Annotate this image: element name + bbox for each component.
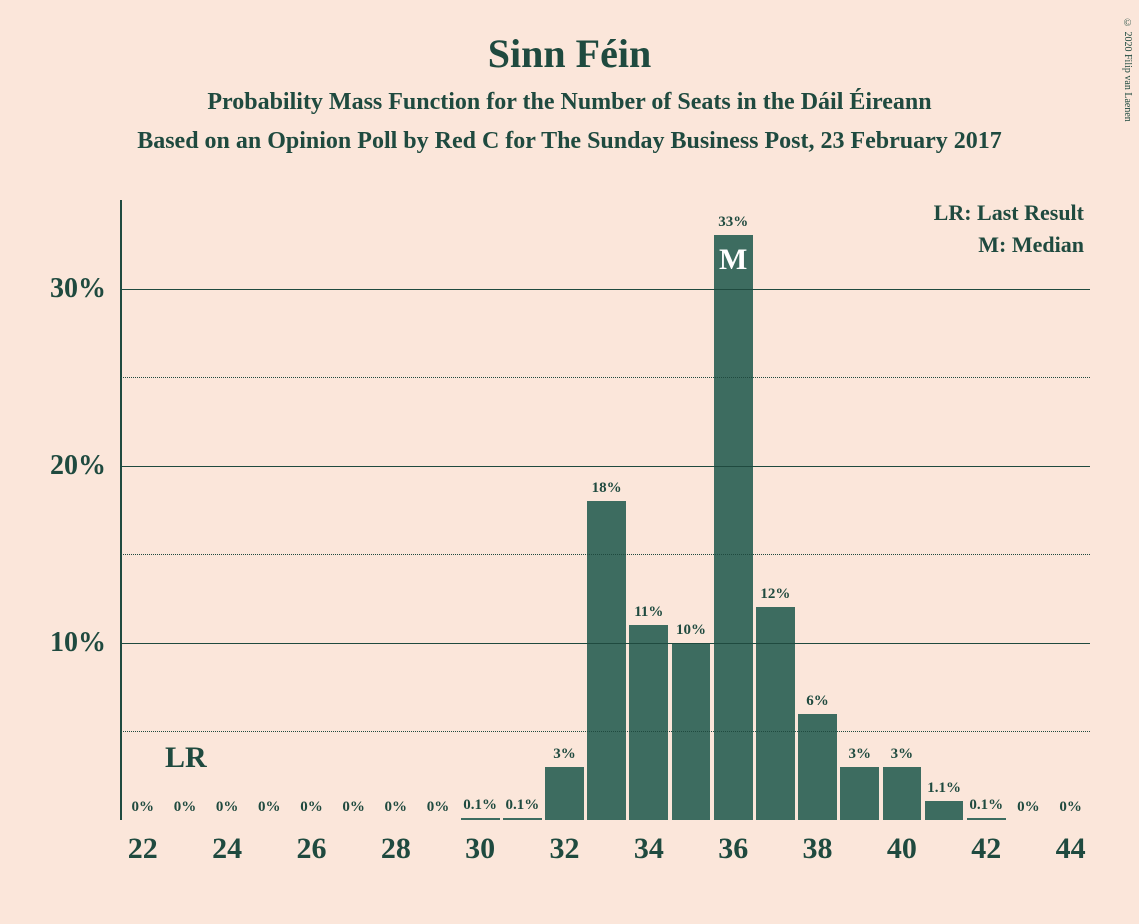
bar-value-label: 0% [1059, 799, 1082, 820]
y-tick-label: 30% [50, 273, 120, 305]
plot-area: 0%0%0%0%0%0%0%0%0.1%0.1%3%18%11%10%33%M1… [120, 200, 1090, 820]
x-tick-label: 42 [971, 820, 1001, 866]
bar: 6% [798, 714, 837, 820]
bar-value-label: 0% [427, 799, 450, 820]
x-tick-label: 32 [550, 820, 580, 866]
x-tick-label: 40 [887, 820, 917, 866]
gridline [120, 466, 1090, 468]
median-marker: M [719, 243, 747, 277]
bar-value-label: 12% [760, 586, 790, 607]
x-tick-label: 26 [296, 820, 326, 866]
bar-value-label: 1.1% [927, 780, 961, 801]
bar-value-label: 18% [592, 480, 622, 501]
bar-value-label: 0% [174, 799, 197, 820]
x-tick-label: 34 [634, 820, 664, 866]
bar: 12% [756, 607, 795, 820]
bar: 18% [587, 501, 626, 820]
gridline [120, 289, 1090, 291]
chart-title: Sinn Féin [40, 30, 1099, 77]
x-tick-label: 22 [128, 820, 158, 866]
bar-value-label: 0% [385, 799, 408, 820]
bar-value-label: 3% [891, 746, 914, 767]
bar-value-label: 6% [806, 693, 829, 714]
x-tick-label: 38 [803, 820, 833, 866]
bar-value-label: 0% [132, 799, 155, 820]
gridline-minor [120, 731, 1090, 732]
bar-value-label: 0% [216, 799, 239, 820]
bar-value-label: 3% [553, 746, 576, 767]
bar: 3% [545, 767, 584, 820]
gridline-minor [120, 377, 1090, 378]
bars-container: 0%0%0%0%0%0%0%0%0.1%0.1%3%18%11%10%33%M1… [120, 200, 1090, 820]
last-result-marker: LR [165, 741, 207, 775]
x-tick-label: 30 [465, 820, 495, 866]
bar-value-label: 33% [718, 214, 748, 235]
bar-value-label: 3% [848, 746, 871, 767]
chart-container: Sinn Féin Probability Mass Function for … [0, 0, 1139, 924]
bar: 0.1% [503, 818, 542, 820]
y-tick-label: 20% [50, 450, 120, 482]
bar: 3% [883, 767, 922, 820]
bar: 11% [629, 625, 668, 820]
x-tick-label: 44 [1056, 820, 1086, 866]
x-tick-label: 24 [212, 820, 242, 866]
chart-subtitle-2: Based on an Opinion Poll by Red C for Th… [40, 128, 1099, 155]
bar-value-label: 0% [300, 799, 323, 820]
chart-subtitle-1: Probability Mass Function for the Number… [40, 89, 1099, 116]
bar-value-label: 0% [258, 799, 281, 820]
bar-value-label: 11% [634, 604, 663, 625]
x-tick-label: 36 [718, 820, 748, 866]
bar-value-label: 0.1% [505, 797, 539, 818]
bar: 3% [840, 767, 879, 820]
bar-value-label: 0% [342, 799, 365, 820]
gridline-minor [120, 554, 1090, 555]
bar: 1.1% [925, 801, 964, 820]
bar-value-label: 10% [676, 622, 706, 643]
bar-value-label: 0.1% [969, 797, 1003, 818]
bar-value-label: 0% [1017, 799, 1040, 820]
copyright-text: © 2020 Filip van Laenen [1122, 18, 1133, 122]
y-tick-label: 10% [50, 627, 120, 659]
bar-value-label: 0.1% [463, 797, 497, 818]
x-tick-label: 28 [381, 820, 411, 866]
gridline [120, 643, 1090, 645]
